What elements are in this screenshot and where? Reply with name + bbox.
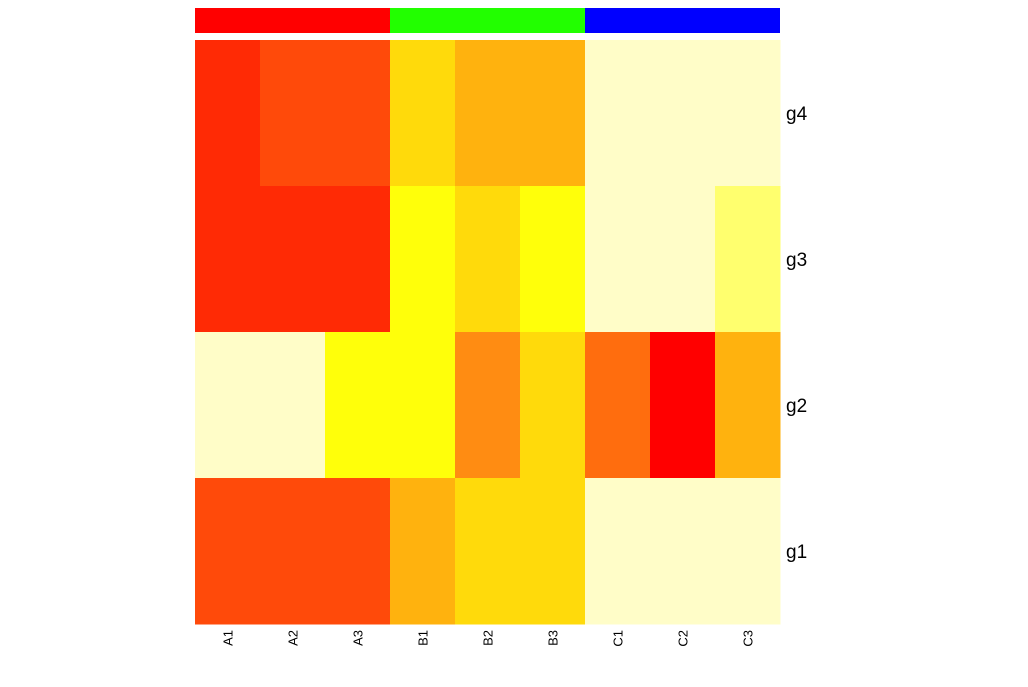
group-bar-segment-1 — [195, 8, 390, 33]
row-label-g4: g4 — [786, 104, 808, 125]
group-bar-segment-3 — [585, 8, 780, 33]
heatmap-cell-g3-B1 — [390, 186, 456, 333]
column-label-A3: A3 — [351, 630, 366, 646]
column-labels: A1 A2 A3 B1 B2 B3 C1 C2 C3 — [221, 630, 756, 647]
row-label-g2: g2 — [786, 396, 807, 417]
column-label-A1: A1 — [221, 630, 236, 646]
heatmap-cell-g3-C1 — [585, 186, 651, 333]
heatmap-cell-g3-A3 — [325, 186, 391, 333]
column-label-B3: B3 — [546, 630, 561, 646]
heatmap-cell-g4-A1 — [195, 40, 261, 187]
heatmap-cell-g3-B2 — [455, 186, 521, 333]
column-label-C1: C1 — [611, 630, 626, 647]
heatmap-cell-g3-C3 — [715, 186, 781, 333]
row-labels: g4 g3 g2 g1 — [786, 104, 808, 563]
heatmap-cell-g2-C3 — [715, 332, 781, 479]
heatmap-cell-g2-A2 — [260, 332, 326, 479]
heatmap-cells — [195, 40, 781, 625]
heatmap-cell-g4-A2 — [260, 40, 326, 187]
heatmap-cell-g1-C3 — [715, 478, 781, 625]
heatmap-cell-g4-C2 — [650, 40, 716, 187]
heatmap-cell-g2-B3 — [520, 332, 586, 479]
heatmap-cell-g2-C2 — [650, 332, 716, 479]
heatmap-cell-g1-B2 — [455, 478, 521, 625]
heatmap-cell-g2-B1 — [390, 332, 456, 479]
heatmap-cell-g2-B2 — [455, 332, 521, 479]
heatmap-cell-g3-A1 — [195, 186, 261, 333]
heatmap-cell-g3-A2 — [260, 186, 326, 333]
heatmap-cell-g1-A2 — [260, 478, 326, 625]
heatmap-cell-g2-C1 — [585, 332, 651, 479]
heatmap-cell-g1-B1 — [390, 478, 456, 625]
heatmap-cell-g1-A3 — [325, 478, 391, 625]
heatmap-cell-g1-A1 — [195, 478, 261, 625]
heatmap-cell-g4-A3 — [325, 40, 391, 187]
row-label-g1: g1 — [786, 542, 807, 563]
heatmap-cell-g1-C1 — [585, 478, 651, 625]
heatmap-cell-g4-B1 — [390, 40, 456, 187]
heatmap-cell-g4-C1 — [585, 40, 651, 187]
heatmap-cell-g4-C3 — [715, 40, 781, 187]
heatmap-cell-g3-B3 — [520, 186, 586, 333]
heatmap-cell-g3-C2 — [650, 186, 716, 333]
heatmap-cell-g1-B3 — [520, 478, 586, 625]
group-bar-segment-2 — [390, 8, 585, 33]
heatmap-cell-g2-A3 — [325, 332, 391, 479]
column-label-B1: B1 — [416, 630, 431, 646]
column-group-annotation-bar — [195, 8, 780, 33]
heatmap-cell-g4-B3 — [520, 40, 586, 187]
column-label-B2: B2 — [481, 630, 496, 646]
column-label-A2: A2 — [286, 630, 301, 646]
column-label-C2: C2 — [676, 630, 691, 647]
heatmap-cell-g4-B2 — [455, 40, 521, 187]
heatmap-cell-g2-A1 — [195, 332, 261, 479]
heatmap-cell-g1-C2 — [650, 478, 716, 625]
row-label-g3: g3 — [786, 250, 807, 271]
column-label-C3: C3 — [741, 630, 756, 647]
